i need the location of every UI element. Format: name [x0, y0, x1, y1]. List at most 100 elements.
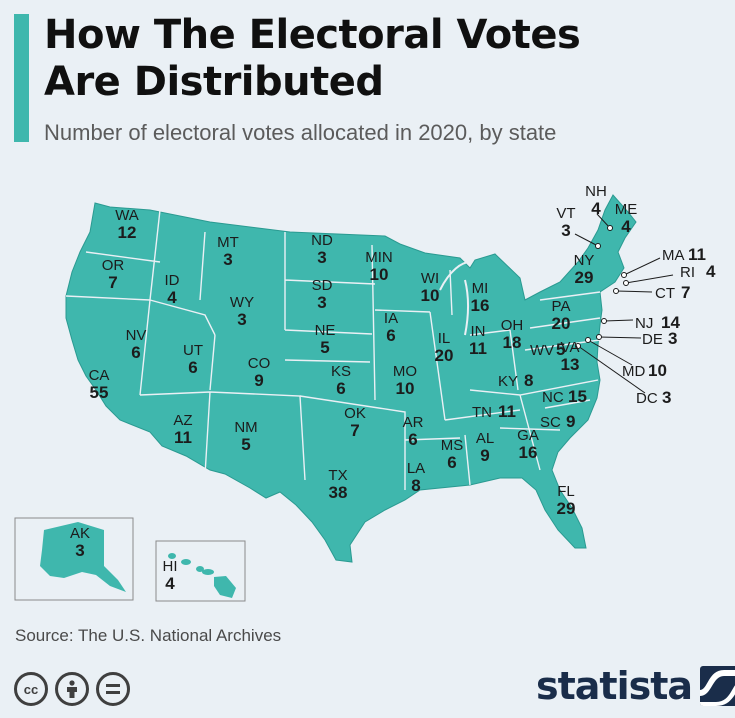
state-label-ok: OK7 — [344, 405, 366, 440]
state-abbr: CA — [89, 367, 110, 384]
state-votes: 11 — [174, 428, 192, 447]
state-abbr: NC — [542, 389, 564, 406]
state-label-me: ME4 — [615, 201, 638, 236]
state-votes: 6 — [386, 326, 395, 345]
statista-mark-icon — [700, 666, 735, 706]
state-votes: 9 — [254, 371, 263, 390]
state-abbr: NM — [234, 419, 257, 436]
state-abbr: IA — [384, 310, 398, 327]
state-abbr: AK — [70, 525, 90, 542]
state-label-wy: WY3 — [230, 294, 254, 329]
state-votes: 10 — [648, 361, 667, 380]
state-votes: 10 — [396, 379, 415, 398]
state-votes: 7 — [681, 283, 690, 302]
state-votes: 3 — [317, 293, 326, 312]
state-abbr: UT — [183, 342, 203, 359]
state-abbr: WV — [530, 342, 554, 359]
state-abbr: IN — [471, 323, 486, 340]
state-abbr: CT — [655, 285, 675, 302]
state-label-ky: KY 8 — [498, 371, 533, 390]
state-abbr: SC — [540, 414, 561, 431]
state-votes: 3 — [223, 250, 232, 269]
state-votes: 4 — [706, 262, 716, 281]
state-votes: 4 — [165, 574, 175, 593]
license-icons: cc — [14, 672, 130, 706]
state-votes: 4 — [167, 288, 177, 307]
state-label-ia: IA6 — [384, 310, 398, 345]
state-label-nm: NM5 — [234, 419, 257, 454]
state-votes: 29 — [575, 268, 594, 287]
state-abbr: CO — [248, 355, 271, 372]
state-label-ms: MS6 — [441, 437, 464, 472]
state-votes: 6 — [408, 430, 417, 449]
state-abbr: KS — [331, 363, 351, 380]
state-label-ne: NE5 — [315, 322, 336, 357]
state-abbr: TX — [328, 467, 347, 484]
great-lakes-outline — [439, 261, 471, 336]
no-derivatives-icon[interactable] — [96, 672, 130, 706]
state-abbr: OR — [102, 257, 125, 274]
state-abbr: LA — [407, 460, 425, 477]
state-label-sc: SC 9 — [540, 412, 575, 431]
contiguous-us-shape — [65, 194, 637, 563]
state-votes: 10 — [370, 265, 389, 284]
cc-icon[interactable]: cc — [14, 672, 48, 706]
state-votes: 29 — [557, 499, 576, 518]
state-abbr: FL — [557, 483, 575, 500]
state-abbr: AZ — [173, 412, 192, 429]
state-label-or: OR7 — [102, 257, 125, 292]
state-abbr: WY — [230, 294, 254, 311]
state-votes: 3 — [237, 310, 246, 329]
state-votes: 7 — [350, 421, 359, 440]
state-label-nd: ND3 — [311, 232, 333, 267]
state-abbr: DE — [642, 331, 663, 348]
state-votes: 18 — [503, 333, 522, 352]
state-votes: 15 — [568, 387, 587, 406]
state-votes: 3 — [75, 541, 84, 560]
state-label-wv: WV 5 — [530, 340, 565, 359]
accent-bar — [14, 14, 29, 142]
attribution-icon[interactable] — [55, 672, 89, 706]
state-abbr: WI — [421, 270, 439, 287]
alaska-inset-frame — [14, 517, 134, 601]
state-votes: 3 — [668, 329, 677, 348]
state-abbr: NV — [126, 327, 147, 344]
title-line-1: How The Electoral Votes — [44, 12, 581, 58]
state-label-nv: NV6 — [126, 327, 147, 362]
state-label-co: CO9 — [248, 355, 271, 390]
state-label-ct: CT 7 — [655, 283, 690, 302]
state-votes: 9 — [480, 446, 489, 465]
statista-logo[interactable]: statista — [536, 664, 735, 708]
state-label-nj: NJ 14 — [635, 313, 680, 332]
callout-markers — [575, 225, 629, 349]
state-borders — [65, 209, 601, 490]
state-label-ar: AR6 — [403, 414, 424, 449]
state-votes: 5 — [241, 435, 250, 454]
state-abbr: NJ — [635, 315, 653, 332]
source-note: Source: The U.S. National Archives — [15, 626, 282, 645]
state-votes: 3 — [317, 248, 326, 267]
state-votes: 6 — [188, 358, 197, 377]
state-label-ma: MA 11 — [662, 245, 706, 264]
state-abbr: TN — [472, 404, 492, 421]
state-label-ks: KS6 — [331, 363, 351, 398]
state-votes: 12 — [118, 223, 137, 242]
state-abbr: NH — [585, 183, 607, 200]
hawaii-inset-frame — [155, 540, 246, 602]
state-abbr: VT — [556, 205, 575, 222]
state-label-de: DE 3 — [642, 329, 677, 348]
state-abbr: DC — [636, 390, 658, 407]
state-votes: 11 — [498, 402, 516, 421]
state-votes: 11 — [469, 339, 487, 358]
state-abbr: MS — [441, 437, 464, 454]
state-label-ak: AK3 — [70, 525, 90, 560]
state-votes: 9 — [566, 412, 575, 431]
alaska-shape — [40, 522, 126, 592]
